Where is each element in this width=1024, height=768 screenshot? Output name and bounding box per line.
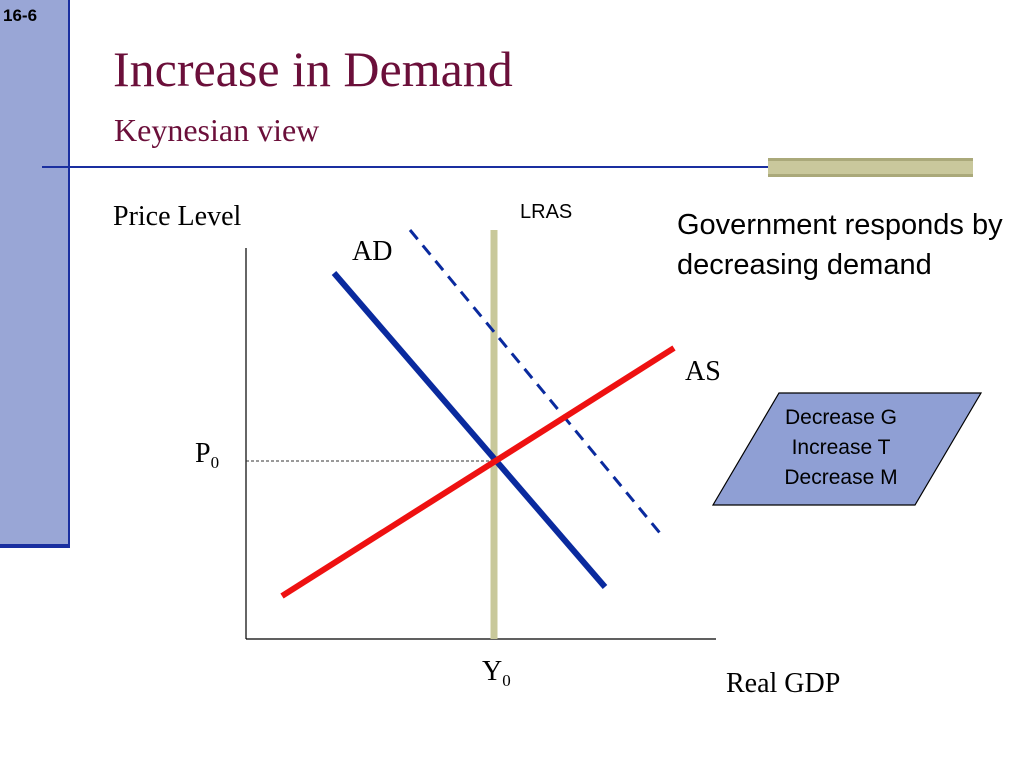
ad-line xyxy=(331,271,608,589)
lras-label: LRAS xyxy=(520,201,572,223)
slide-subtitle: Keynesian view xyxy=(114,112,320,148)
output-label-letter: Y xyxy=(482,656,502,687)
sidebar-band xyxy=(0,0,70,548)
as-label: AS xyxy=(685,356,721,387)
policy-note: Government responds by decreasing demand xyxy=(677,209,1003,281)
policy-item-government-spending: Decrease G xyxy=(784,406,898,429)
policy-item-taxes: Increase T xyxy=(791,436,891,459)
policy-box-text: Decrease G Increase T Decrease M xyxy=(752,403,930,493)
slide-title: Increase in Demand xyxy=(113,41,513,97)
ad-label: AD xyxy=(352,236,392,267)
policy-box xyxy=(711,392,983,506)
title-rule xyxy=(42,166,972,168)
price-label-letter: P xyxy=(195,438,211,469)
slide-number: 16-6 xyxy=(3,6,38,25)
price-label-subscript: 0 xyxy=(211,453,220,472)
output-label: Y0 xyxy=(482,656,511,690)
x-axis-label: Real GDP xyxy=(726,668,840,699)
price-label: P0 xyxy=(195,438,219,472)
policy-item-money-supply: Decrease M xyxy=(784,466,898,489)
output-label-subscript: 0 xyxy=(502,671,511,690)
y-axis-label: Price Level xyxy=(113,201,241,232)
as-line xyxy=(280,345,676,599)
title-rule-accent xyxy=(768,158,973,177)
ad-shifted-line xyxy=(408,229,666,539)
sidebar-bottom-line xyxy=(0,544,70,548)
